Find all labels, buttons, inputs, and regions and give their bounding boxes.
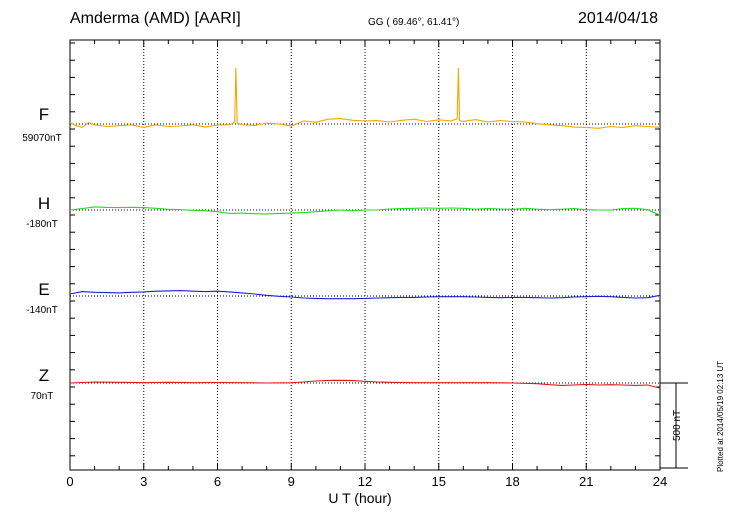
channel-f-label: F bbox=[38, 105, 50, 124]
scale-bar-label: 500 nT bbox=[672, 409, 683, 441]
trace-f bbox=[69, 67, 661, 129]
x-tick-label-12: 12 bbox=[358, 474, 372, 489]
channel-e-baseline: -140nT bbox=[26, 305, 58, 316]
channel-e-label: E bbox=[38, 280, 50, 299]
trace-z bbox=[69, 379, 661, 389]
x-axis-label: U T (hour) bbox=[328, 490, 392, 506]
plotted-timestamp: Plotted at 2014/05/19 02:13 UT bbox=[716, 360, 725, 472]
x-tick-label-21: 21 bbox=[579, 474, 593, 489]
traces bbox=[69, 67, 661, 389]
coordinates-label: GG ( 69.46°, 61.41°) bbox=[368, 17, 460, 28]
y-axis-ticks bbox=[70, 42, 660, 457]
x-tick-label-6: 6 bbox=[214, 474, 221, 489]
channel-h-baseline: -180nT bbox=[26, 219, 58, 230]
x-tick-label-0: 0 bbox=[66, 474, 73, 489]
channel-z-label: Z bbox=[38, 366, 50, 385]
x-tick-label-24: 24 bbox=[653, 474, 667, 489]
time-grid bbox=[143, 40, 587, 470]
x-tick-label-15: 15 bbox=[432, 474, 446, 489]
channel-z-baseline: 70nT bbox=[30, 391, 54, 402]
scale-bar bbox=[660, 382, 688, 469]
x-tick-label-3: 3 bbox=[140, 474, 147, 489]
x-axis-ticks: 0 3 6 9 12 15 18 21 24 bbox=[66, 40, 667, 489]
x-tick-label-18: 18 bbox=[505, 474, 519, 489]
trace-h bbox=[69, 206, 661, 216]
x-tick-label-9: 9 bbox=[288, 474, 295, 489]
plot-frame bbox=[69, 39, 661, 471]
channel-h-label: H bbox=[37, 194, 51, 213]
trace-e bbox=[69, 290, 661, 300]
station-title: Amderma (AMD) [AARI] bbox=[70, 10, 241, 27]
date-label: 2014/04/18 bbox=[578, 10, 659, 27]
channel-f-baseline: 59070nT bbox=[22, 133, 62, 144]
